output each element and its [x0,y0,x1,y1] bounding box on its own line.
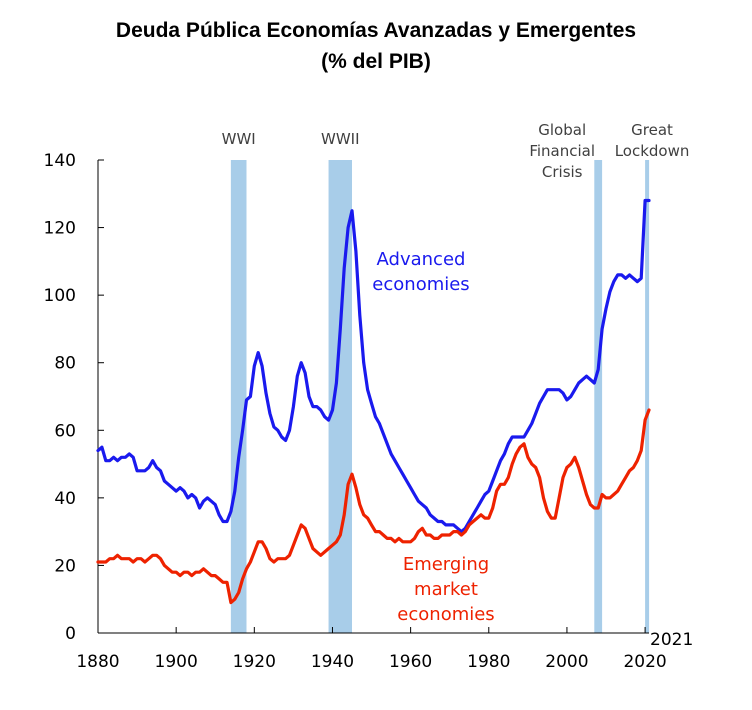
x-tick-label: 2000 [545,652,588,672]
y-tick-label: 20 [54,556,76,576]
y-tick-label: 120 [44,219,76,239]
y-tick-label: 0 [65,624,76,644]
series-label-advanced-economies: Advanced economies [372,249,469,295]
x-tick-label: 1900 [155,652,198,672]
annotations: WWI WWII Global Financial Crisis Great Lockdow… [222,121,690,625]
shaded-label-great-lockdown: Great Lockdown [615,121,690,160]
series-label-emerging-market-economies: Emerging market economies [397,554,494,625]
shaded-periods [230,160,650,633]
x-tick-label: 1920 [233,652,276,672]
shaded-band-wwii [328,160,353,633]
chart-subtitle: (% del PIB) [321,50,431,73]
chart-title: Deuda Pública Economías Avanzadas y Emer… [116,19,636,42]
x-tick-label: 1880 [76,652,119,672]
x-tick-label: 2020 [623,652,666,672]
axes: 0 20 40 60 80 100 120 140 1880 1900 1920 1940 1960 19… [44,151,694,672]
shaded-band-wwi [230,160,247,633]
y-tick-label: 80 [54,354,76,374]
y-tick-label: 100 [44,286,76,306]
y-tick-label: 40 [54,489,76,509]
x-tick-label: 1960 [389,652,432,672]
y-tick-label: 60 [54,421,76,441]
shaded-band-great-lockdown [645,160,650,633]
x-tick-label: 1940 [311,652,354,672]
shaded-band-global-financial-crisis [594,160,603,633]
y-tick-label: 140 [44,151,76,171]
end-year-label: 2021 [650,630,693,650]
series-line-emerging-market-economies [96,408,651,605]
shaded-label-wwi: WWI [222,130,256,148]
series-line-advanced-economies [96,198,651,534]
shaded-label-global-financial-crisis: Global Financial Crisis [529,121,595,181]
x-tick-label: 1980 [467,652,510,672]
shaded-label-wwii: WWII [321,130,360,148]
series [96,198,651,605]
